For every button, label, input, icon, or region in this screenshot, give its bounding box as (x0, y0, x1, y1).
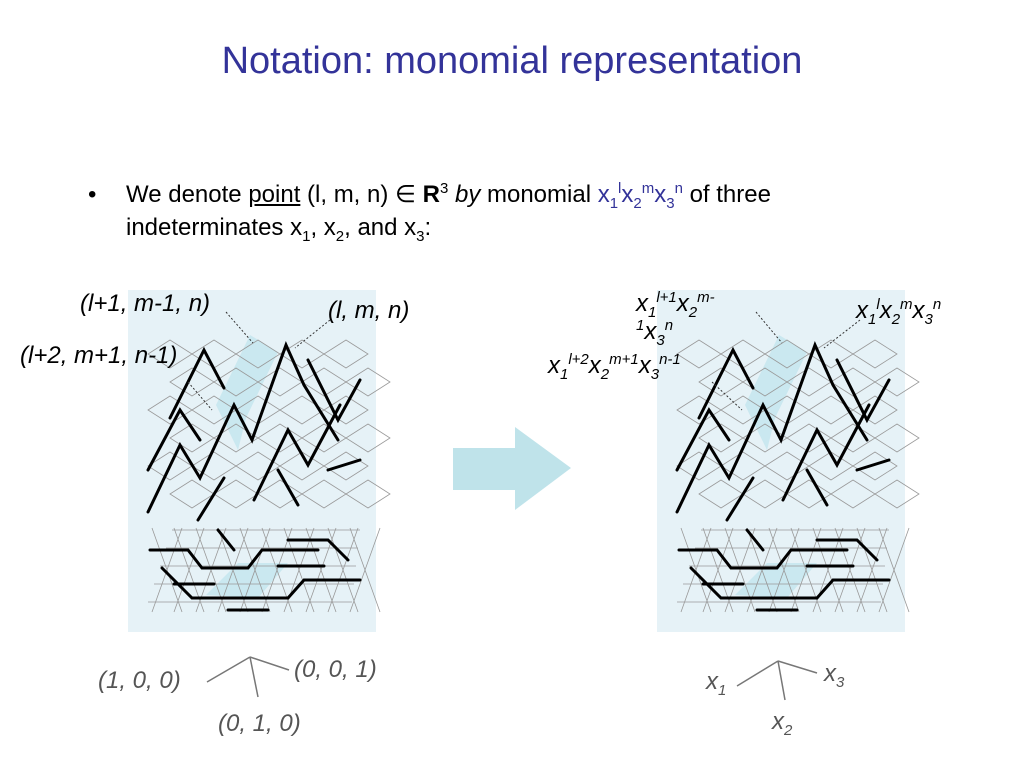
right-tiling-figure (675, 335, 920, 613)
axis-label-010: (0, 1, 0) (218, 710, 301, 737)
axis-label-100: (1, 0, 0) (98, 667, 181, 694)
monomial: x1lx2mx3n (597, 180, 683, 212)
axis-label-x3: x3 (824, 660, 845, 691)
point-word: point (248, 181, 301, 208)
label-l1-m-1-n: (l+1, m-1, n) (80, 290, 211, 317)
transform-arrow (453, 427, 571, 510)
right-axis-glyph (736, 660, 818, 701)
monomial-label-a: x1l+1x2m- 1x3n (636, 289, 715, 349)
bullet-marker: • (88, 181, 97, 208)
left-tiling-figure (146, 335, 391, 613)
axis-label-x2: x2 (772, 708, 793, 739)
left-axis-glyph (206, 656, 290, 698)
axis-label-x1: x1 (706, 668, 727, 699)
slide-title: Notation: monomial representation (221, 40, 803, 82)
axis-label-001: (0, 0, 1) (294, 656, 377, 683)
monomial-label-b: x1lx2mx3n (856, 296, 942, 328)
bullet-text: We denote point (l, m, n) ∈ R3 by monomi… (126, 180, 771, 245)
monomial-label-c: x1l+2x2m+1x3n-1 (548, 351, 681, 383)
label-l2-m1-n-1: (l+2, m+1, n-1) (20, 342, 178, 369)
label-l-m-n: (l, m, n) (328, 297, 410, 324)
